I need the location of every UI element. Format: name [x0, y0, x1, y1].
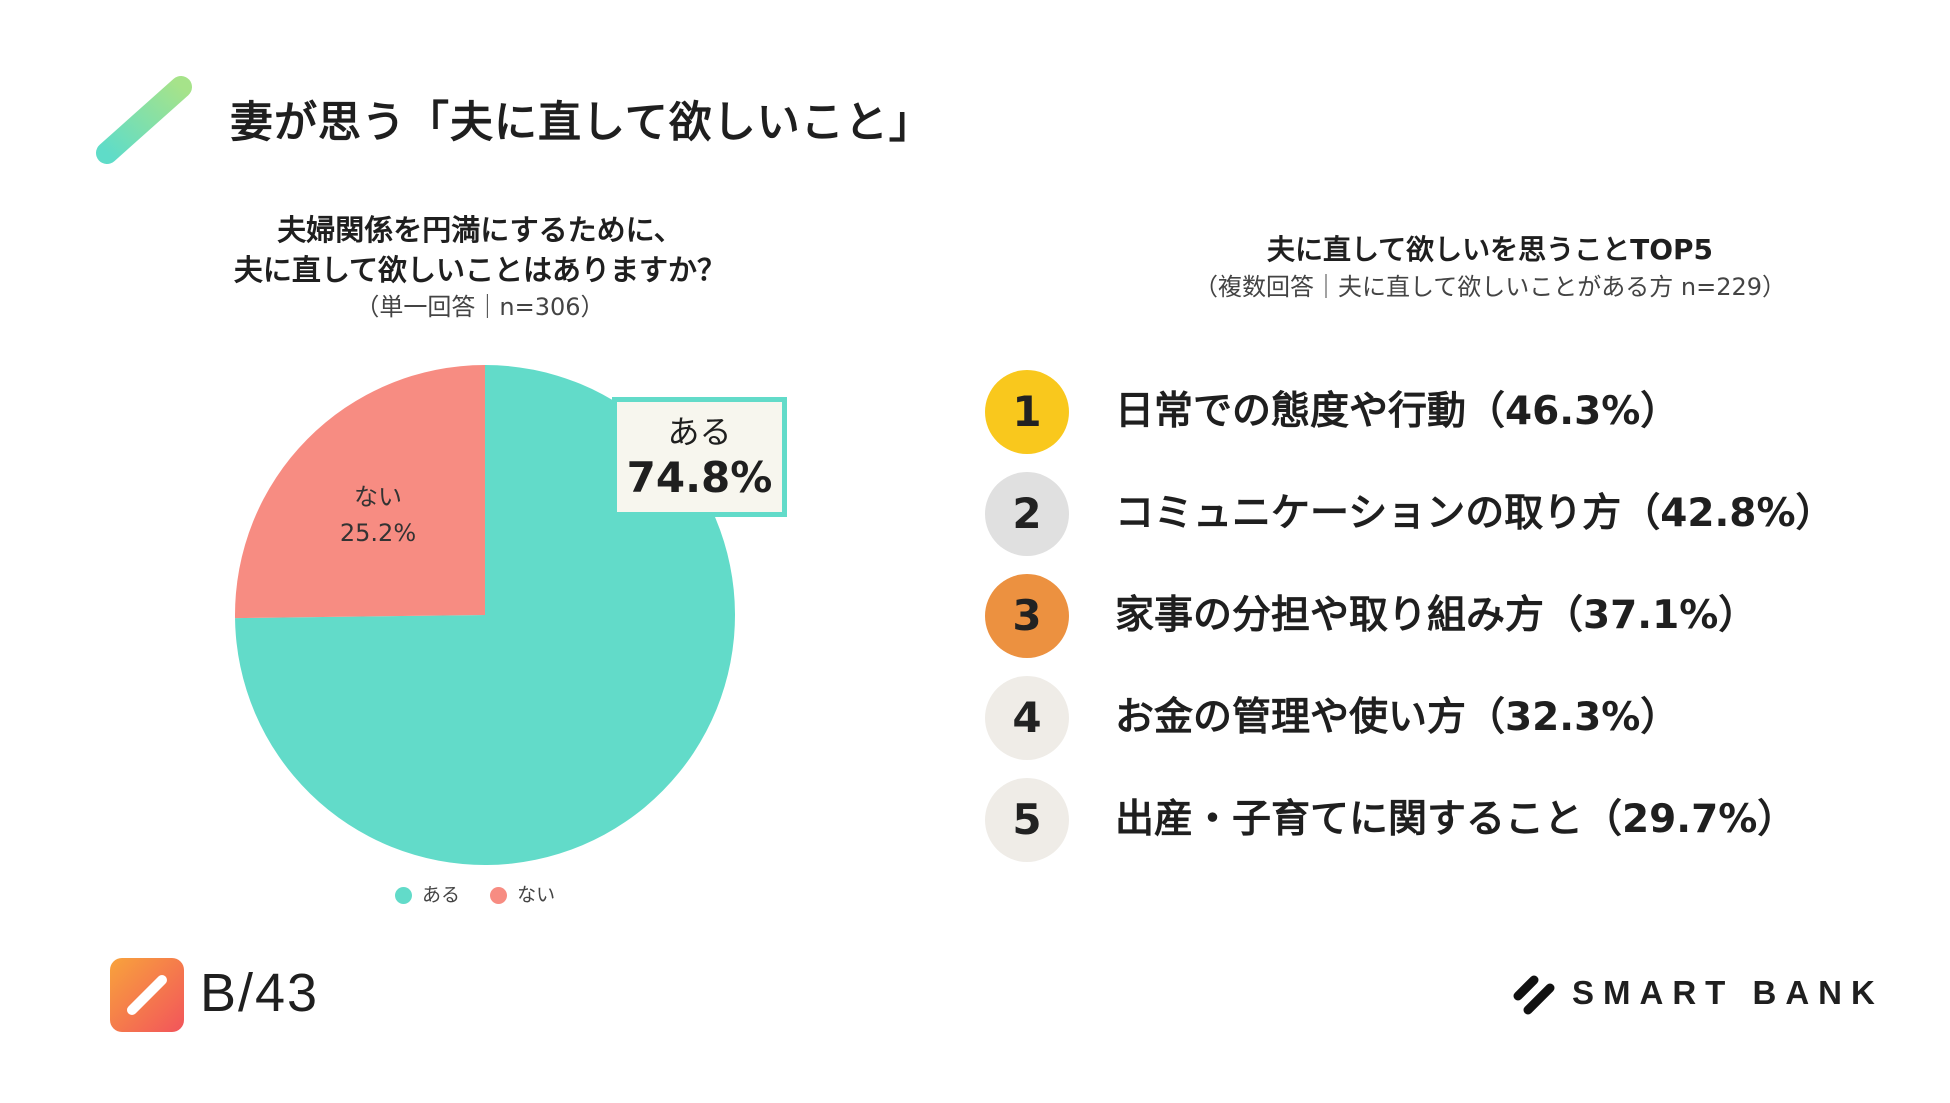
rank-text-3: 家事の分担や取り組み方（37.1%） [1115, 593, 1758, 638]
pie-slice-yes [235, 365, 735, 865]
rank-badge-3: 3 [985, 574, 1069, 658]
rank-text-4: お金の管理や使い方（32.3%） [1115, 695, 1680, 740]
pie-chart-header: 夫婦関係を円満にするために、 夫に直して欲しいことはありますか？ （単一回答｜n… [160, 210, 800, 324]
brand-mark-icon [1513, 975, 1555, 1015]
ranking-title: 夫に直して欲しいを思うことTOP5 [1266, 233, 1714, 266]
rank-badge-1: 1 [985, 370, 1069, 454]
rank-badge-2: 2 [985, 472, 1069, 556]
rank-badge-4: 4 [985, 676, 1069, 760]
slice-value-no: 25.2% [340, 519, 416, 547]
pie-question-line1: 夫婦関係を円満にするために、 [277, 213, 683, 247]
callout-value: 74.8% [626, 453, 773, 502]
rank-text-5: 出産・子育てに関すること（29.7%） [1115, 797, 1797, 842]
rank-text-1: 日常での態度や行動（46.3%） [1115, 389, 1680, 434]
title-accent-bar [96, 76, 192, 164]
ranking-sample-note: （複数回答｜夫に直して欲しいことがある方 n=229） [1193, 273, 1787, 301]
slice-label-no: ない [354, 483, 402, 511]
ranking-header: 夫に直して欲しいを思うことTOP5 （複数回答｜夫に直して欲しいことがある方 n… [1110, 230, 1870, 304]
pie-callout-yes: ある 74.8% [612, 397, 787, 517]
page-number: B/43 [200, 963, 320, 1023]
pie-legend: ある ない [395, 880, 579, 907]
legend-swatch-yes [395, 887, 412, 904]
pie-slices [235, 365, 735, 865]
callout-label: ある [667, 413, 732, 451]
rank-text-2: コミュニケーションの取り方（42.8%） [1115, 491, 1835, 536]
brand-name: SMART BANK [1572, 974, 1884, 1011]
pie-question-line2: 夫に直して欲しいことはありますか？ [233, 253, 727, 287]
legend-label-no: ない [517, 884, 556, 906]
rank-badge-5: 5 [985, 778, 1069, 862]
pie-chart: ない 25.2% [235, 365, 735, 865]
pie-slice-no [235, 365, 485, 619]
app-logo-icon [110, 958, 184, 1032]
legend-item-no: ない [490, 880, 555, 907]
legend-item-yes: ある [395, 880, 460, 907]
page-title: 妻が思う「夫に直して欲しいこと」 [230, 98, 933, 148]
legend-swatch-no [490, 887, 508, 904]
pie-sample-note: （単一回答｜n=306） [355, 293, 605, 321]
legend-label-yes: ある [422, 884, 461, 906]
